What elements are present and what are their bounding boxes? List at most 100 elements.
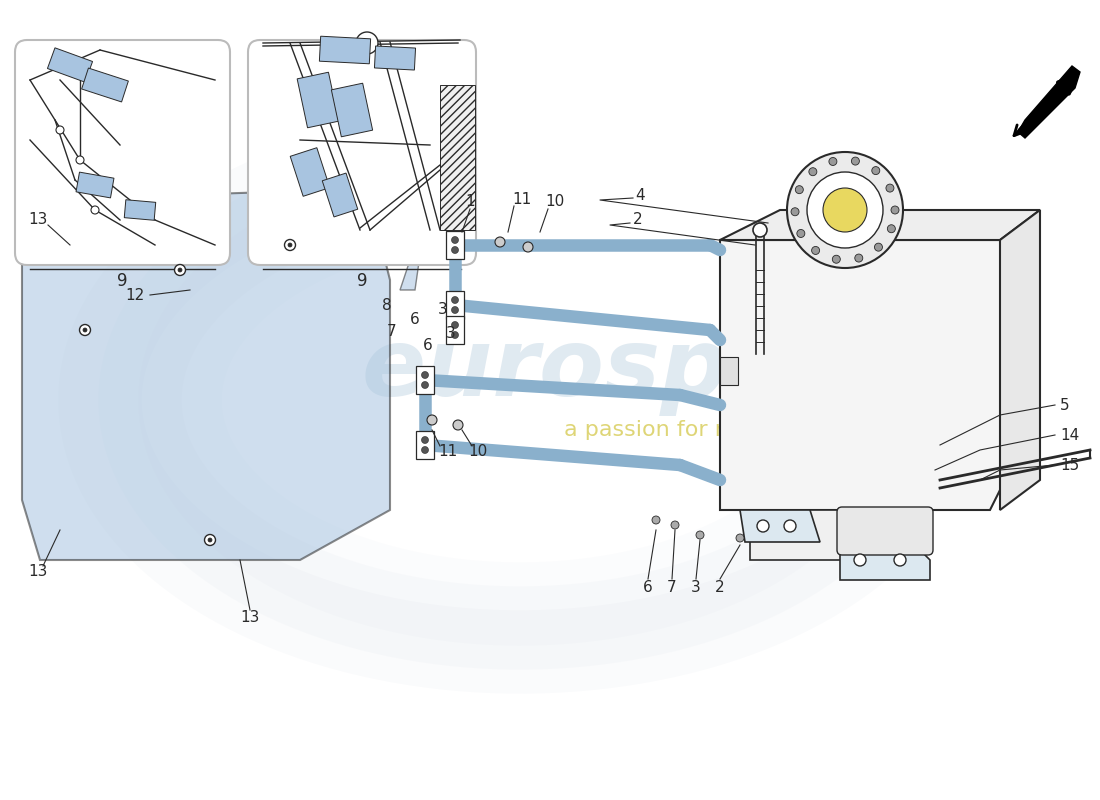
Circle shape bbox=[851, 157, 859, 165]
Text: a passion for motoring: a passion for motoring bbox=[564, 420, 816, 440]
Circle shape bbox=[175, 265, 186, 275]
Circle shape bbox=[886, 184, 894, 192]
Circle shape bbox=[285, 239, 296, 250]
Circle shape bbox=[56, 126, 64, 134]
Text: 3: 3 bbox=[691, 579, 701, 594]
Bar bbox=[720, 357, 738, 385]
Circle shape bbox=[872, 166, 880, 174]
Circle shape bbox=[823, 188, 867, 232]
Circle shape bbox=[451, 322, 459, 329]
Text: 11: 11 bbox=[439, 445, 458, 459]
Text: 10: 10 bbox=[469, 445, 487, 459]
FancyBboxPatch shape bbox=[837, 507, 933, 555]
Polygon shape bbox=[740, 510, 820, 542]
Circle shape bbox=[79, 325, 90, 335]
Circle shape bbox=[807, 172, 883, 248]
Polygon shape bbox=[720, 210, 1040, 240]
Circle shape bbox=[421, 382, 429, 389]
Bar bbox=[319, 36, 371, 64]
Circle shape bbox=[671, 521, 679, 529]
Bar bbox=[374, 46, 416, 70]
Bar bbox=[416, 431, 434, 459]
Circle shape bbox=[421, 446, 429, 454]
Text: 7: 7 bbox=[387, 325, 397, 339]
Text: 6: 6 bbox=[424, 338, 433, 353]
Circle shape bbox=[451, 297, 459, 303]
Text: 13: 13 bbox=[240, 610, 260, 626]
Circle shape bbox=[451, 331, 459, 338]
Circle shape bbox=[356, 32, 378, 54]
Circle shape bbox=[288, 243, 292, 247]
Text: 5: 5 bbox=[1060, 398, 1069, 413]
Circle shape bbox=[854, 554, 866, 566]
Text: 1985: 1985 bbox=[881, 255, 979, 325]
Bar bbox=[47, 48, 92, 82]
Circle shape bbox=[205, 534, 216, 546]
Circle shape bbox=[812, 246, 820, 254]
Circle shape bbox=[208, 538, 212, 542]
Bar bbox=[297, 72, 339, 128]
Bar bbox=[331, 83, 373, 137]
Circle shape bbox=[891, 206, 899, 214]
FancyBboxPatch shape bbox=[15, 40, 230, 265]
Polygon shape bbox=[1018, 66, 1080, 138]
Text: 11: 11 bbox=[513, 193, 531, 207]
Text: 3: 3 bbox=[447, 326, 455, 341]
Circle shape bbox=[808, 168, 817, 176]
Bar bbox=[446, 291, 464, 319]
Circle shape bbox=[795, 186, 803, 194]
Circle shape bbox=[451, 306, 459, 314]
Circle shape bbox=[451, 246, 459, 254]
Bar bbox=[322, 173, 358, 217]
Bar bbox=[446, 231, 464, 259]
Polygon shape bbox=[840, 540, 929, 580]
Polygon shape bbox=[720, 240, 1010, 510]
Circle shape bbox=[91, 206, 99, 214]
Text: eurospares: eurospares bbox=[361, 324, 959, 416]
Circle shape bbox=[784, 520, 796, 532]
Circle shape bbox=[874, 243, 882, 251]
Circle shape bbox=[791, 208, 799, 216]
Text: 4: 4 bbox=[635, 187, 645, 202]
Text: 2: 2 bbox=[634, 213, 642, 227]
Text: 13: 13 bbox=[29, 213, 47, 227]
Bar bbox=[81, 68, 129, 102]
Circle shape bbox=[82, 328, 87, 332]
Circle shape bbox=[522, 242, 534, 252]
Text: 14: 14 bbox=[1060, 427, 1079, 442]
Text: 3: 3 bbox=[438, 302, 448, 318]
Circle shape bbox=[888, 225, 895, 233]
Text: 6: 6 bbox=[644, 579, 653, 594]
Circle shape bbox=[833, 255, 840, 263]
Polygon shape bbox=[22, 190, 390, 560]
Text: 15: 15 bbox=[1060, 458, 1079, 473]
Text: 13: 13 bbox=[29, 565, 47, 579]
Text: 8: 8 bbox=[382, 298, 392, 313]
Text: 7: 7 bbox=[668, 579, 676, 594]
Circle shape bbox=[696, 531, 704, 539]
Bar bbox=[440, 85, 475, 230]
Circle shape bbox=[736, 534, 744, 542]
Text: 1: 1 bbox=[465, 194, 475, 210]
Text: 9: 9 bbox=[356, 272, 367, 290]
Polygon shape bbox=[1000, 210, 1040, 510]
FancyBboxPatch shape bbox=[248, 40, 476, 265]
Circle shape bbox=[427, 415, 437, 425]
Circle shape bbox=[757, 520, 769, 532]
Text: 2: 2 bbox=[715, 579, 725, 594]
Circle shape bbox=[796, 230, 805, 238]
Circle shape bbox=[495, 237, 505, 247]
Circle shape bbox=[786, 152, 903, 268]
Circle shape bbox=[76, 156, 84, 164]
Bar bbox=[416, 366, 434, 394]
Text: 12: 12 bbox=[125, 287, 144, 302]
Bar bbox=[124, 200, 156, 220]
Bar bbox=[290, 148, 330, 196]
Polygon shape bbox=[750, 510, 900, 560]
Text: 9: 9 bbox=[118, 272, 128, 290]
Circle shape bbox=[652, 516, 660, 524]
Bar bbox=[76, 172, 114, 198]
Circle shape bbox=[894, 554, 906, 566]
Circle shape bbox=[178, 268, 182, 272]
Circle shape bbox=[453, 420, 463, 430]
